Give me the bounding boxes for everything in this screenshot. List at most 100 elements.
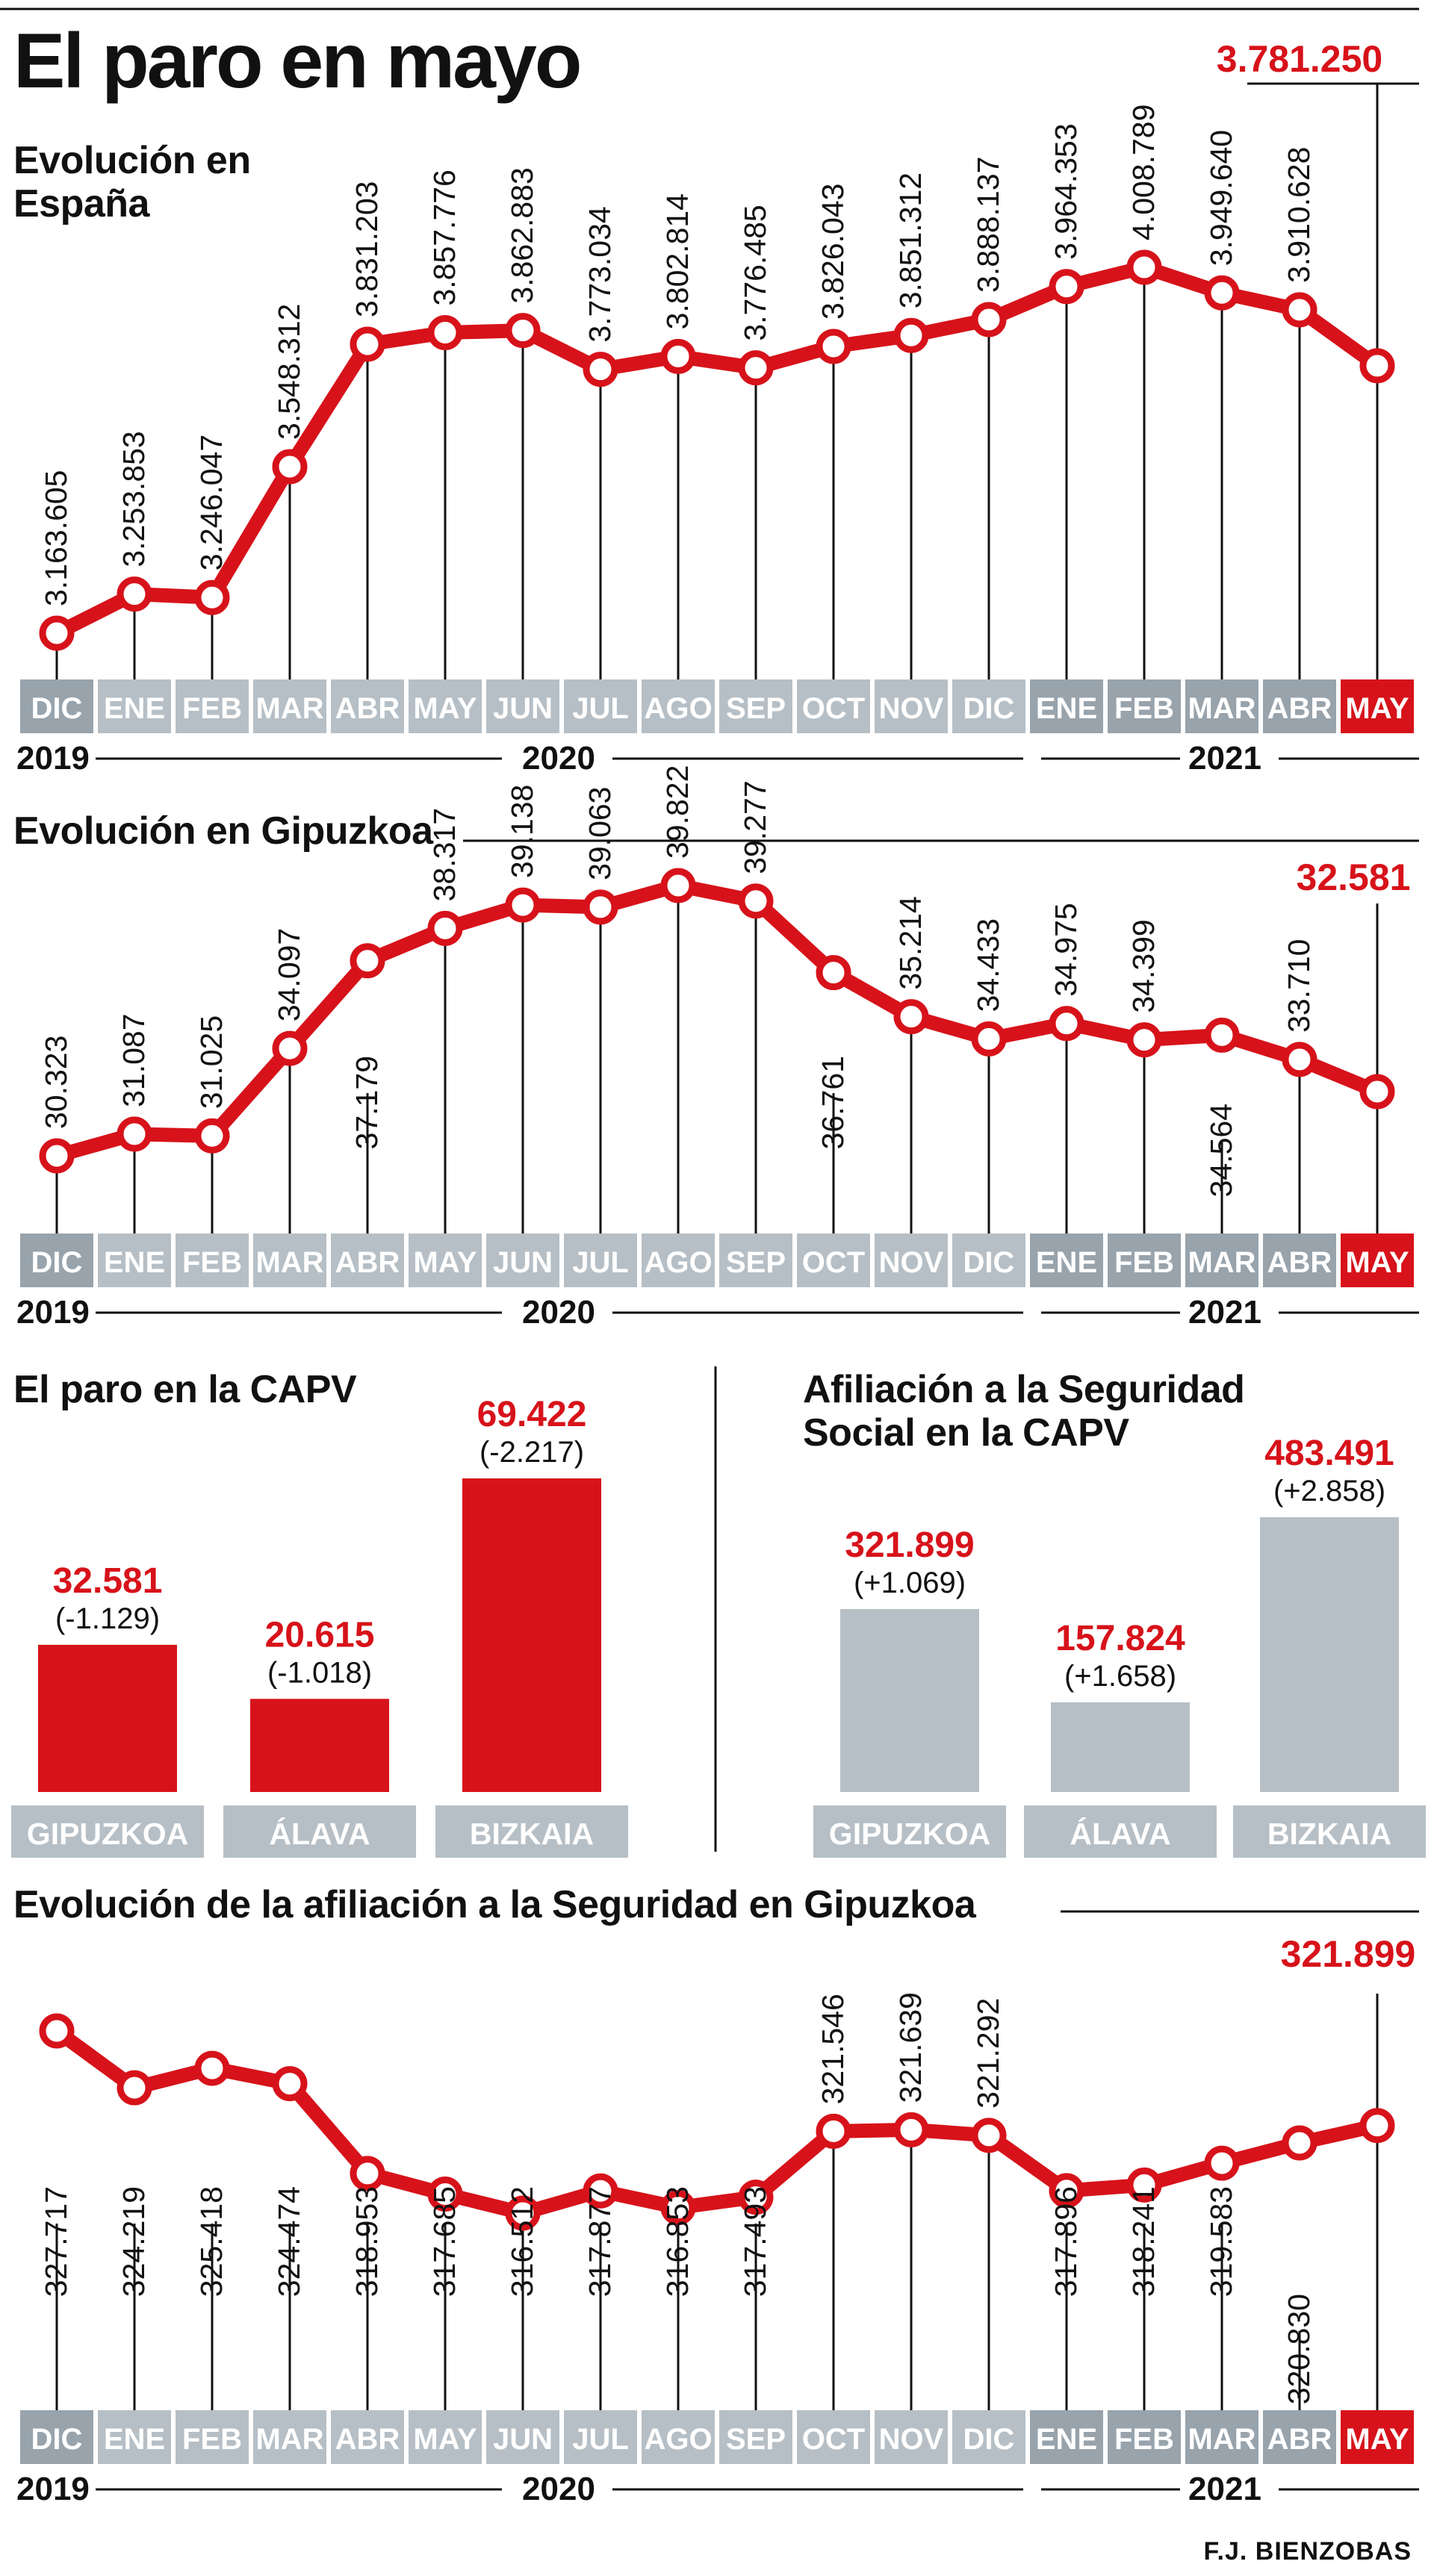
point-label: 3.246.047 — [194, 435, 229, 570]
month-tab-label: MAY — [1345, 2423, 1409, 2456]
month-tab: ENE — [1030, 2410, 1103, 2464]
month-tab: MAY — [1341, 679, 1414, 733]
month-tab: JUN — [486, 679, 559, 733]
data-point — [583, 2173, 618, 2209]
data-point — [893, 317, 929, 353]
month-tab-label: DIC — [31, 692, 83, 725]
month-tab: DIC — [952, 2410, 1025, 2464]
point-label: 39.138 — [505, 785, 539, 878]
point-label: 30.323 — [39, 1036, 73, 1129]
point-label: 37.179 — [350, 1056, 384, 1149]
point-label: 35.214 — [893, 896, 928, 989]
month-tab-bg — [875, 2410, 948, 2464]
month-tab-label: MAR — [255, 692, 323, 725]
point-label: 321.546 — [816, 1994, 850, 2104]
category-tab: ÁLAVA — [223, 1805, 416, 1858]
data-point — [39, 2013, 75, 2049]
month-tab: DIC — [952, 679, 1025, 733]
month-tab: JUL — [564, 679, 637, 733]
data-point — [350, 326, 385, 362]
chart1-title: Evolución en España — [13, 139, 251, 226]
month-tab-label: FEB — [182, 2423, 242, 2456]
category-tab-bg — [1024, 1805, 1217, 1858]
month-tab-label: OCT — [802, 2423, 865, 2456]
month-tab-bg — [409, 679, 482, 733]
data-point — [738, 883, 774, 919]
data-point — [1204, 275, 1240, 311]
data-point — [738, 350, 774, 386]
month-tab-label: DIC — [31, 1246, 83, 1279]
point-label: 3.851.312 — [893, 172, 928, 308]
month-tab: SEP — [719, 2410, 792, 2464]
month-tab-bg — [98, 1233, 171, 1287]
data-point — [117, 2070, 152, 2106]
month-tab-bg — [20, 1233, 93, 1287]
month-tab: MAR — [1185, 2410, 1258, 2464]
chart5-title: Evolución de la afiliación a la Segurida… — [13, 1883, 976, 1926]
data-point — [117, 576, 152, 612]
month-tab: MAR — [253, 1233, 326, 1287]
point-label: 39.822 — [660, 765, 695, 859]
point-label: 39.277 — [738, 780, 772, 874]
month-tab-label: MAY — [1345, 692, 1409, 725]
month-tab-bg — [98, 679, 171, 733]
month-tab: MAR — [253, 679, 326, 733]
month-tab-bg — [952, 2410, 1025, 2464]
month-tab-label: DIC — [963, 692, 1015, 725]
month-tab-bg — [1263, 1233, 1336, 1287]
month-tab-bg — [1341, 2410, 1414, 2464]
point-label: 3.964.353 — [1049, 123, 1083, 259]
month-tab-label: ENE — [104, 2423, 165, 2456]
latest-value-label: 3.781.250 — [1217, 38, 1382, 80]
point-label: 38.317 — [427, 808, 462, 901]
month-tab: FEB — [176, 679, 249, 733]
data-point — [971, 2118, 1007, 2153]
month-tab: FEB — [176, 1233, 249, 1287]
data-point — [1049, 269, 1084, 305]
data-point — [971, 302, 1007, 337]
point-label: 324.474 — [272, 2186, 306, 2297]
year-label: 2019 — [16, 1294, 90, 1331]
month-tab-bg — [564, 1233, 637, 1287]
bar-change-label: (+1.069) — [854, 1567, 966, 1599]
category-tab-label: ÁLAVA — [1070, 1817, 1170, 1851]
month-tab-label: DIC — [963, 2423, 1015, 2456]
category-tab-bg — [435, 1805, 628, 1858]
data-point — [505, 313, 541, 349]
month-tab-label: FEB — [1114, 1246, 1174, 1279]
month-tab: FEB — [1108, 679, 1181, 733]
year-label: 2021 — [1188, 2471, 1261, 2507]
point-label: 325.418 — [194, 2186, 229, 2297]
month-tab-bg — [719, 679, 792, 733]
month-tab-label: JUN — [493, 692, 553, 725]
bar — [1260, 1517, 1399, 1792]
month-tab-label: MAY — [413, 692, 477, 725]
month-tab-bg — [176, 1233, 249, 1287]
point-label: 3.253.853 — [117, 431, 151, 567]
point-label: 31.087 — [117, 1013, 151, 1107]
bar-value-label: 32.581 — [53, 1561, 163, 1601]
data-point — [1049, 2173, 1084, 2209]
month-tab: MAR — [253, 2410, 326, 2464]
month-tab: DIC — [20, 2410, 93, 2464]
month-tab: ABR — [331, 2410, 404, 2464]
bar-value-label: 321.899 — [845, 1525, 975, 1565]
month-tab-label: NOV — [879, 692, 944, 725]
month-tab: ABR — [1263, 679, 1336, 733]
month-tab-label: FEB — [182, 1246, 242, 1279]
month-tab-bg — [253, 1233, 326, 1287]
month-tab: DIC — [20, 679, 93, 733]
bar-value-label: 483.491 — [1264, 1434, 1394, 1473]
month-tab-bg — [1030, 679, 1103, 733]
point-label: 324.219 — [117, 2186, 151, 2297]
month-tab-bg — [1108, 679, 1181, 733]
data-point — [583, 352, 618, 388]
data-point — [350, 943, 385, 979]
month-tab: DIC — [20, 1233, 93, 1287]
month-tab-label: AGO — [644, 2423, 712, 2456]
month-tab-bg — [98, 2410, 171, 2464]
category-tab-label: BIZKAIA — [1267, 1817, 1391, 1851]
data-point — [1282, 2125, 1317, 2161]
month-tab-bg — [1185, 679, 1258, 733]
month-tab: ABR — [331, 1233, 404, 1287]
